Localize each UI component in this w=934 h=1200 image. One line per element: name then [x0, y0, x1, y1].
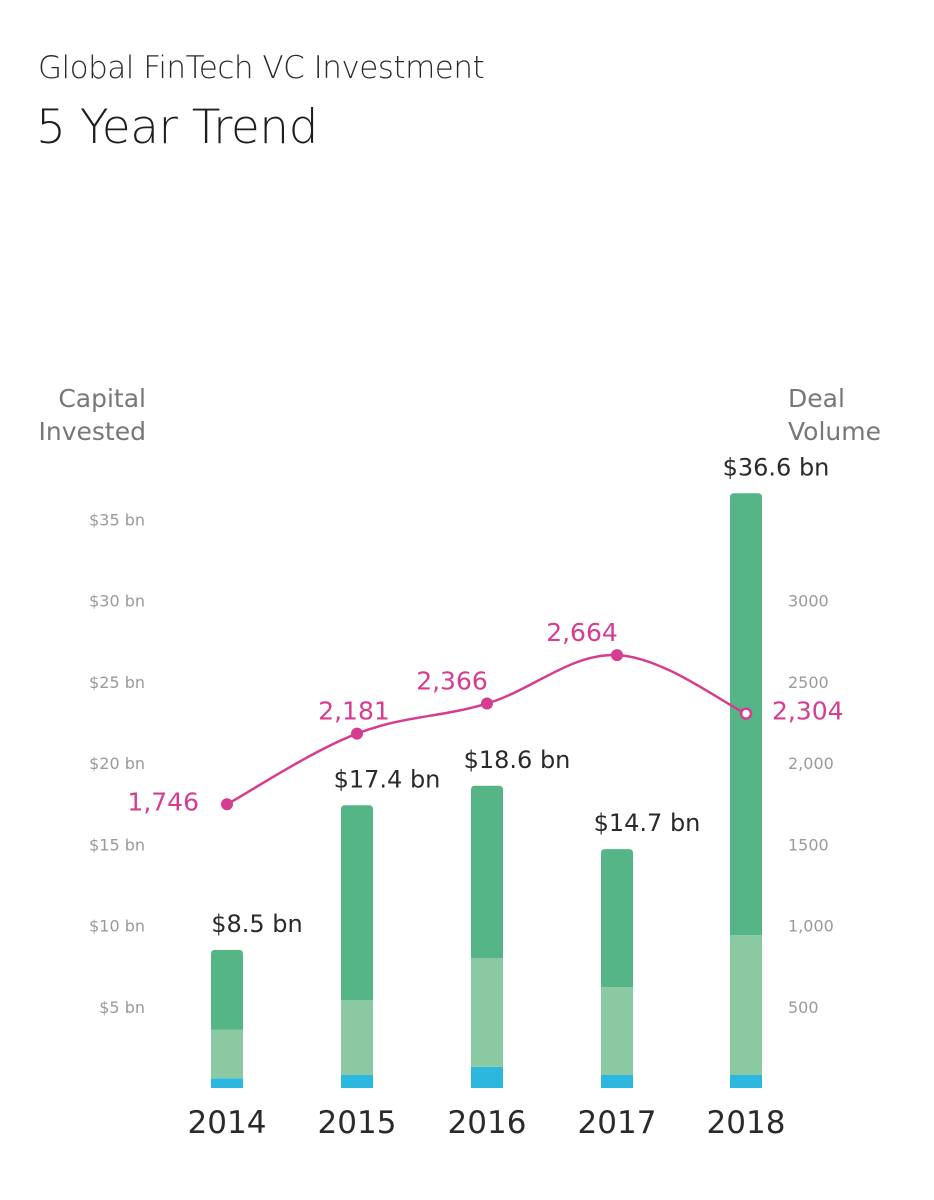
bar-segment-middle	[471, 958, 503, 1067]
x-axis-category-label: 2015	[318, 1105, 397, 1141]
deal-volume-label: 2,181	[318, 697, 390, 726]
bar-segment-bottom	[471, 1066, 503, 1088]
right-axis-title-line-1: Deal	[788, 384, 845, 413]
right-axis-title-line-2: Volume	[788, 417, 881, 446]
left-axis-tick-label: $25 bn	[89, 673, 145, 692]
deal-volume-label: 1,746	[127, 787, 199, 816]
x-axis-category-label: 2017	[578, 1105, 657, 1141]
deal-volume-label: 2,664	[546, 618, 618, 647]
left-axis-title-line-2: Invested	[38, 417, 146, 446]
left-axis-tick-label: $20 bn	[89, 754, 145, 773]
right-axis-tick-label: 1,000	[788, 917, 834, 936]
right-axis-tick-label: 500	[788, 998, 819, 1017]
left-axis-tick-label: $15 bn	[89, 835, 145, 854]
x-axis-category-label: 2018	[707, 1105, 786, 1141]
left-axis-tick-label: $5 bn	[99, 998, 145, 1017]
bar-value-label: $8.5 bn	[211, 910, 303, 938]
bar-value-label: $18.6 bn	[464, 746, 571, 774]
bar-value-label: $17.4 bn	[334, 765, 441, 793]
left-axis-tick-label: $30 bn	[89, 592, 145, 611]
bar-segment-top	[341, 805, 373, 1001]
bar-segment-middle	[730, 935, 762, 1075]
bar-segment-top	[211, 949, 243, 1030]
bar-segment-top	[601, 849, 633, 988]
bar-segment-bottom	[211, 1078, 243, 1088]
bar-segment-top	[471, 785, 503, 958]
x-axis-category-label: 2016	[448, 1105, 527, 1141]
right-axis-tick-label: 2,000	[788, 754, 834, 773]
left-axis-tick-label: $10 bn	[89, 917, 145, 936]
bar-segment-middle	[601, 987, 633, 1075]
bar-segment-bottom	[341, 1075, 373, 1088]
bar-value-label: $14.7 bn	[594, 809, 701, 837]
bar-segment-bottom	[730, 1075, 762, 1088]
deal-volume-point	[481, 697, 493, 710]
deal-volume-label: 2,304	[772, 697, 844, 726]
left-axis-tick-label: $35 bn	[89, 510, 145, 529]
deal-volume-point	[221, 798, 233, 811]
x-axis-category-label: 2014	[188, 1105, 267, 1141]
left-axis-title-line-1: Capital	[58, 384, 146, 413]
bar-segment-bottom	[601, 1075, 633, 1088]
right-axis-tick-label: 2500	[788, 673, 829, 692]
bar-segment-middle	[211, 1029, 243, 1079]
right-axis-tick-label: 1500	[788, 835, 829, 854]
left-axis-title: Capital Invested	[36, 382, 146, 448]
chart-subtitle: 5 Year Trend	[36, 100, 318, 155]
bar-value-label: $36.6 bn	[723, 453, 830, 481]
deal-volume-point	[611, 649, 623, 662]
deal-volume-point	[351, 727, 363, 740]
deal-volume-point	[739, 707, 753, 720]
right-axis-title: Deal Volume	[788, 382, 881, 448]
bar-segment-middle	[341, 1000, 373, 1075]
right-axis-tick-label: 3000	[788, 592, 829, 611]
chart-title: Global FinTech VC Investment	[38, 50, 485, 86]
deal-volume-label: 2,366	[416, 667, 488, 696]
